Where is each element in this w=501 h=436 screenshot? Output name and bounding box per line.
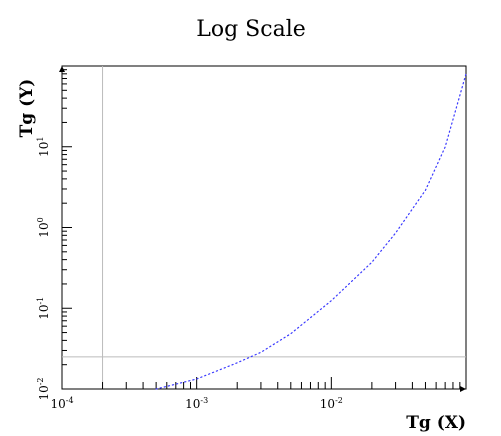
x-axis-arrowhead (460, 386, 466, 392)
x-tick-label: 10-4 (50, 396, 73, 411)
chart-title: Log Scale (196, 17, 306, 42)
y-tick-label: 101 (36, 137, 51, 157)
y-tick-label: 10-2 (36, 377, 51, 400)
plot-frame (61, 65, 467, 390)
y-tick-label: 100 (36, 217, 51, 237)
y-axis-arrowhead (59, 66, 65, 72)
x-axis-label: Tg (X) (406, 413, 466, 433)
data-series-line (155, 73, 467, 390)
x-tick-label: 10-2 (320, 396, 343, 411)
x-tick-label: 10-3 (185, 396, 208, 411)
plot-area: 10-4 10-3 10-2 10-2 10-1 100 101 (36, 65, 467, 411)
y-axis-label: Tg (Y) (17, 79, 37, 138)
y-tick-label: 10-1 (36, 297, 51, 320)
